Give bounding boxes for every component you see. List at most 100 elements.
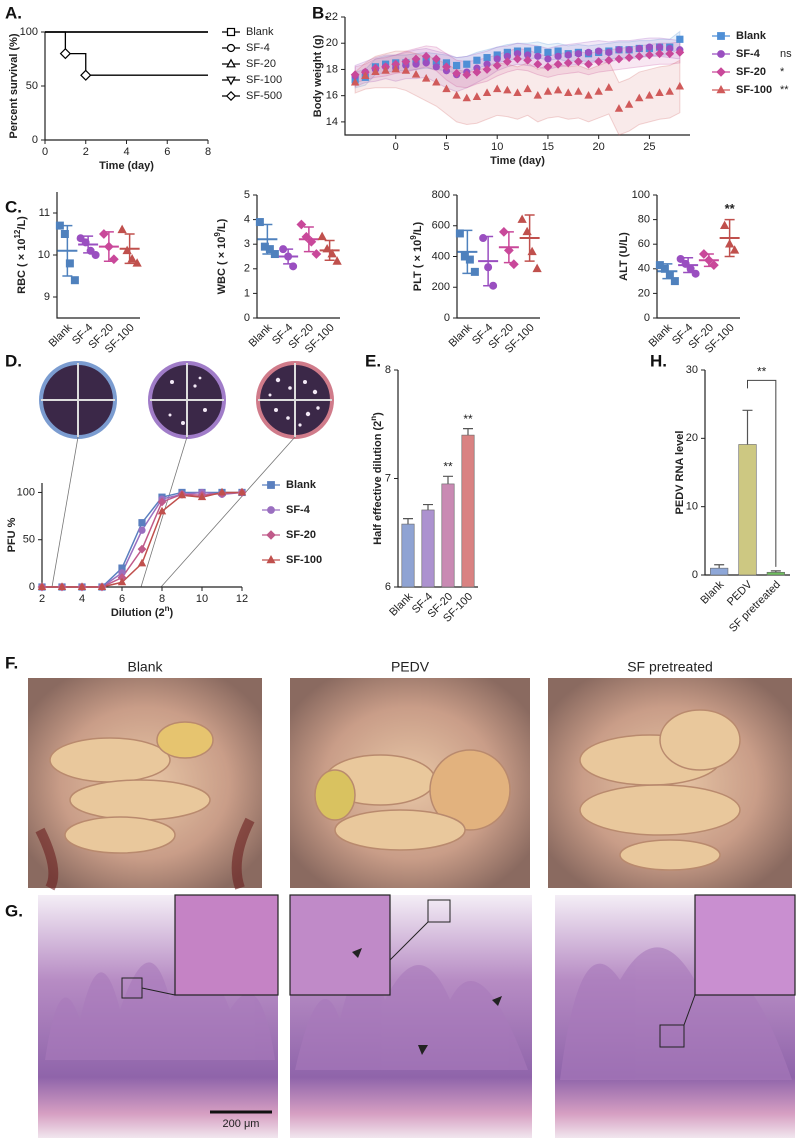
x-tick-label: 5 xyxy=(443,141,449,153)
marker xyxy=(675,47,685,57)
marker xyxy=(465,255,474,264)
x-tick-label: 10 xyxy=(491,141,503,153)
y-tick-label: 400 xyxy=(432,250,450,262)
y-tick-label: 2 xyxy=(244,263,250,275)
marker xyxy=(108,254,119,265)
marker xyxy=(645,43,654,51)
legend-marker xyxy=(225,90,237,102)
x-axis-label: Dilution (2n) xyxy=(111,604,174,619)
y-tick-label: 6 xyxy=(385,581,391,593)
marker xyxy=(534,52,542,60)
marker xyxy=(361,71,370,79)
marker xyxy=(635,44,643,53)
y-tick-label: 20 xyxy=(638,287,650,299)
marker xyxy=(492,61,502,70)
y-tick-label: 0 xyxy=(692,569,698,581)
marker xyxy=(401,66,411,74)
marker xyxy=(522,226,532,236)
marker xyxy=(615,46,623,54)
marker xyxy=(60,229,69,238)
y-tick-label: 20 xyxy=(686,432,698,444)
significance-label: ** xyxy=(780,84,789,96)
photo xyxy=(548,678,792,888)
x-tick-label: 25 xyxy=(643,141,655,153)
marker xyxy=(670,277,679,286)
marker xyxy=(81,238,90,247)
marker xyxy=(157,497,167,507)
marker xyxy=(665,49,675,59)
y-tick-label: 100 xyxy=(20,26,38,38)
marker xyxy=(660,264,669,273)
marker xyxy=(483,54,491,62)
legend-label: SF-100 xyxy=(736,84,772,96)
marker xyxy=(533,59,543,69)
marker xyxy=(350,77,360,86)
chart: A. 0 50 100 0 2 4 6 8 Blank SF-4 SF-20 SF-100 SF-500 xyxy=(5,3,282,157)
marker xyxy=(665,87,674,95)
marker xyxy=(594,87,603,95)
photo xyxy=(38,895,278,1138)
marker xyxy=(462,93,471,102)
significance-label: ** xyxy=(725,201,736,216)
marker xyxy=(534,46,542,54)
marker xyxy=(91,250,100,259)
marker xyxy=(517,214,527,223)
marker xyxy=(527,246,537,256)
x-tick-label: 8 xyxy=(205,146,211,158)
marker xyxy=(80,69,92,81)
marker xyxy=(117,224,127,234)
survival-line xyxy=(45,31,208,76)
legend-label: SF-20 xyxy=(246,58,276,70)
photo xyxy=(290,678,530,888)
photo-title: PEDV xyxy=(391,659,430,675)
y-axis-label: ALT (U/L) xyxy=(618,232,630,281)
y-tick-label: 18 xyxy=(326,63,338,75)
marker xyxy=(502,57,512,66)
gross-photos xyxy=(28,678,792,891)
y-tick-label: 0 xyxy=(244,312,250,324)
axis-line xyxy=(56,192,140,319)
marker xyxy=(604,55,614,65)
marker xyxy=(498,227,509,237)
axis-line xyxy=(41,483,242,588)
y-tick-label: 40 xyxy=(638,263,650,275)
marker xyxy=(584,59,593,69)
marker xyxy=(604,83,614,91)
y-tick-label: 10 xyxy=(686,501,698,513)
marker xyxy=(614,104,624,112)
x-tick-label: 0 xyxy=(42,146,48,158)
marker xyxy=(708,260,719,270)
y-tick-label: 800 xyxy=(432,189,450,201)
marker xyxy=(70,276,79,285)
x-tick-label: 8 xyxy=(159,593,165,605)
marker xyxy=(686,264,695,273)
y-axis-label: PEDV RNA level xyxy=(674,431,686,515)
marker xyxy=(513,54,522,64)
marker xyxy=(327,248,337,258)
legend-marker xyxy=(267,506,275,514)
error-bar xyxy=(463,427,473,436)
x-axis-label: Time (day) xyxy=(490,155,545,167)
marker xyxy=(676,35,684,43)
bar xyxy=(766,571,785,576)
marker xyxy=(645,90,654,99)
marker xyxy=(564,88,573,97)
x-tick-label: Blank xyxy=(247,321,275,349)
legend-marker xyxy=(226,43,236,53)
marker xyxy=(544,48,552,57)
plaque-dish xyxy=(256,361,334,439)
marker xyxy=(157,506,167,515)
panel-letter: D. xyxy=(5,351,22,370)
marker xyxy=(77,582,87,590)
marker xyxy=(332,256,342,265)
legend-marker xyxy=(717,50,725,58)
marker xyxy=(584,90,593,99)
marker xyxy=(177,490,187,499)
error-bar xyxy=(403,518,413,525)
y-tick-label: 4 xyxy=(244,214,250,226)
marker xyxy=(508,259,519,270)
marker xyxy=(513,88,522,97)
photo xyxy=(28,678,262,888)
